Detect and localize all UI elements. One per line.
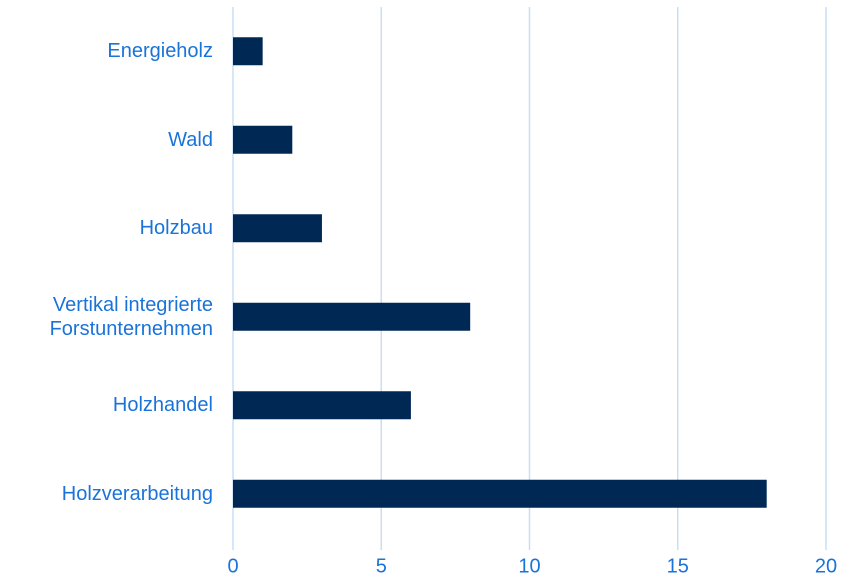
y-tick-label: Wald (168, 128, 213, 151)
y-tick-label: Holzhandel (112, 394, 213, 417)
bar (233, 391, 411, 420)
y-tick-label: Energieholz (107, 40, 213, 63)
y-tick-label: Holzverarbeitung (61, 482, 213, 505)
x-tick-label: 20 (815, 555, 837, 577)
x-tick-label: 5 (376, 555, 387, 577)
x-tick-label: 10 (518, 555, 540, 577)
bar (233, 125, 293, 154)
bar (233, 214, 322, 243)
bar (233, 37, 263, 66)
x-tick-label: 15 (667, 555, 689, 577)
y-tick-label: Holzbau (139, 217, 213, 240)
y-tick-label: Vertikal integrierte Forstunternehmen (49, 293, 213, 340)
bar (233, 302, 471, 331)
bar (233, 479, 767, 508)
x-tick-label: 0 (227, 555, 238, 577)
